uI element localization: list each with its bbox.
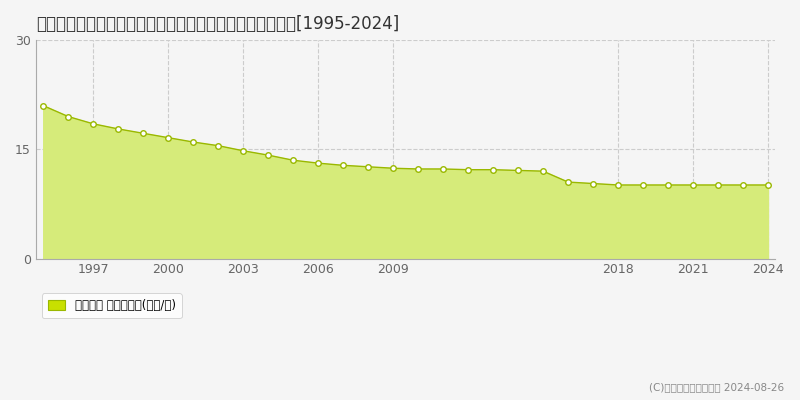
Text: (C)土地価格ドットコム 2024-08-26: (C)土地価格ドットコム 2024-08-26 (649, 382, 784, 392)
Legend: 地価公示 平均坪単価(万円/坪): 地価公示 平均坪単価(万円/坪) (42, 293, 182, 318)
Text: 岐阜県岐阜市小西郷２丁目９４番外　地価公示　地価推移[1995-2024]: 岐阜県岐阜市小西郷２丁目９４番外 地価公示 地価推移[1995-2024] (36, 15, 399, 33)
